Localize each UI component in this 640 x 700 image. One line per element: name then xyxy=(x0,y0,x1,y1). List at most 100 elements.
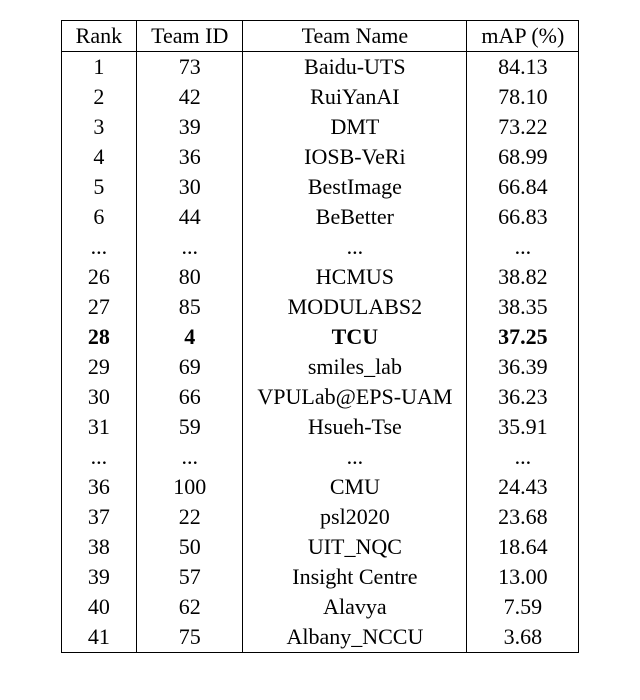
table-row: 2969smiles_lab36.39 xyxy=(61,352,579,382)
cell-rank: 40 xyxy=(61,592,136,622)
table-row: 36100CMU24.43 xyxy=(61,472,579,502)
cell-rank: ... xyxy=(61,232,136,262)
cell-team_name: HCMUS xyxy=(243,262,467,292)
cell-map: 78.10 xyxy=(467,82,579,112)
table-row: 339DMT73.22 xyxy=(61,112,579,142)
cell-rank: 26 xyxy=(61,262,136,292)
table-row: 4175Albany_NCCU3.68 xyxy=(61,622,579,653)
cell-team_id: ... xyxy=(137,442,243,472)
cell-map: 66.83 xyxy=(467,202,579,232)
cell-team_id: 57 xyxy=(137,562,243,592)
header-row: Rank Team ID Team Name mAP (%) xyxy=(61,21,579,52)
col-map: mAP (%) xyxy=(467,21,579,52)
cell-team_id: 36 xyxy=(137,142,243,172)
cell-map: 3.68 xyxy=(467,622,579,653)
table-row: 2680HCMUS38.82 xyxy=(61,262,579,292)
table-row: ............ xyxy=(61,232,579,262)
table-row: 3957Insight Centre13.00 xyxy=(61,562,579,592)
cell-team_name: RuiYanAI xyxy=(243,82,467,112)
table-row: 4062Alavya7.59 xyxy=(61,592,579,622)
cell-team_name: IOSB-VeRi xyxy=(243,142,467,172)
cell-team_id: ... xyxy=(137,232,243,262)
cell-team_name: CMU xyxy=(243,472,467,502)
cell-map: 23.68 xyxy=(467,502,579,532)
cell-rank: 39 xyxy=(61,562,136,592)
cell-team_id: 30 xyxy=(137,172,243,202)
cell-team_name: Baidu-UTS xyxy=(243,52,467,83)
col-team-name: Team Name xyxy=(243,21,467,52)
cell-map: 66.84 xyxy=(467,172,579,202)
cell-rank: 37 xyxy=(61,502,136,532)
cell-rank: 31 xyxy=(61,412,136,442)
table-row: 242RuiYanAI78.10 xyxy=(61,82,579,112)
cell-map: 73.22 xyxy=(467,112,579,142)
table-row: 3066VPULab@EPS-UAM36.23 xyxy=(61,382,579,412)
cell-team_name: MODULABS2 xyxy=(243,292,467,322)
cell-team_name: smiles_lab xyxy=(243,352,467,382)
cell-team_name: Insight Centre xyxy=(243,562,467,592)
cell-rank: 29 xyxy=(61,352,136,382)
cell-rank: 3 xyxy=(61,112,136,142)
cell-map: 7.59 xyxy=(467,592,579,622)
cell-team_name: Albany_NCCU xyxy=(243,622,467,653)
col-rank: Rank xyxy=(61,21,136,52)
cell-team_name: ... xyxy=(243,232,467,262)
cell-team_id: 80 xyxy=(137,262,243,292)
cell-team_id: 39 xyxy=(137,112,243,142)
cell-rank: 41 xyxy=(61,622,136,653)
cell-team_name: psl2020 xyxy=(243,502,467,532)
cell-team_name: TCU xyxy=(243,322,467,352)
table-row: 436IOSB-VeRi68.99 xyxy=(61,142,579,172)
cell-rank: 38 xyxy=(61,532,136,562)
table-row: 284TCU37.25 xyxy=(61,322,579,352)
cell-map: 38.35 xyxy=(467,292,579,322)
cell-map: 35.91 xyxy=(467,412,579,442)
cell-map: ... xyxy=(467,442,579,472)
cell-rank: 36 xyxy=(61,472,136,502)
cell-team_name: UIT_NQC xyxy=(243,532,467,562)
table-row: 3159Hsueh-Tse35.91 xyxy=(61,412,579,442)
cell-team_id: 42 xyxy=(137,82,243,112)
cell-rank: 1 xyxy=(61,52,136,83)
cell-rank: 27 xyxy=(61,292,136,322)
cell-team_name: BeBetter xyxy=(243,202,467,232)
cell-rank: 6 xyxy=(61,202,136,232)
cell-rank: 30 xyxy=(61,382,136,412)
cell-team_name: VPULab@EPS-UAM xyxy=(243,382,467,412)
cell-team_id: 50 xyxy=(137,532,243,562)
cell-team_id: 62 xyxy=(137,592,243,622)
table-row: 530BestImage66.84 xyxy=(61,172,579,202)
cell-map: 37.25 xyxy=(467,322,579,352)
table-row: 644BeBetter66.83 xyxy=(61,202,579,232)
cell-map: 18.64 xyxy=(467,532,579,562)
col-team-id: Team ID xyxy=(137,21,243,52)
cell-team_name: ... xyxy=(243,442,467,472)
cell-map: 36.39 xyxy=(467,352,579,382)
cell-team_id: 85 xyxy=(137,292,243,322)
cell-team_id: 59 xyxy=(137,412,243,442)
cell-team_id: 66 xyxy=(137,382,243,412)
cell-map: 68.99 xyxy=(467,142,579,172)
cell-team_name: BestImage xyxy=(243,172,467,202)
cell-rank: 2 xyxy=(61,82,136,112)
cell-team_id: 69 xyxy=(137,352,243,382)
cell-team_id: 75 xyxy=(137,622,243,653)
cell-rank: 4 xyxy=(61,142,136,172)
cell-team_name: Hsueh-Tse xyxy=(243,412,467,442)
cell-team_id: 44 xyxy=(137,202,243,232)
cell-rank: 28 xyxy=(61,322,136,352)
table-row: 2785MODULABS238.35 xyxy=(61,292,579,322)
cell-team_name: DMT xyxy=(243,112,467,142)
cell-map: 36.23 xyxy=(467,382,579,412)
cell-map: 24.43 xyxy=(467,472,579,502)
cell-map: 13.00 xyxy=(467,562,579,592)
cell-map: 84.13 xyxy=(467,52,579,83)
table-row: 3850UIT_NQC18.64 xyxy=(61,532,579,562)
cell-rank: ... xyxy=(61,442,136,472)
cell-map: ... xyxy=(467,232,579,262)
table-row: 173Baidu-UTS84.13 xyxy=(61,52,579,83)
cell-team_name: Alavya xyxy=(243,592,467,622)
cell-rank: 5 xyxy=(61,172,136,202)
cell-team_id: 22 xyxy=(137,502,243,532)
table-row: 3722psl202023.68 xyxy=(61,502,579,532)
